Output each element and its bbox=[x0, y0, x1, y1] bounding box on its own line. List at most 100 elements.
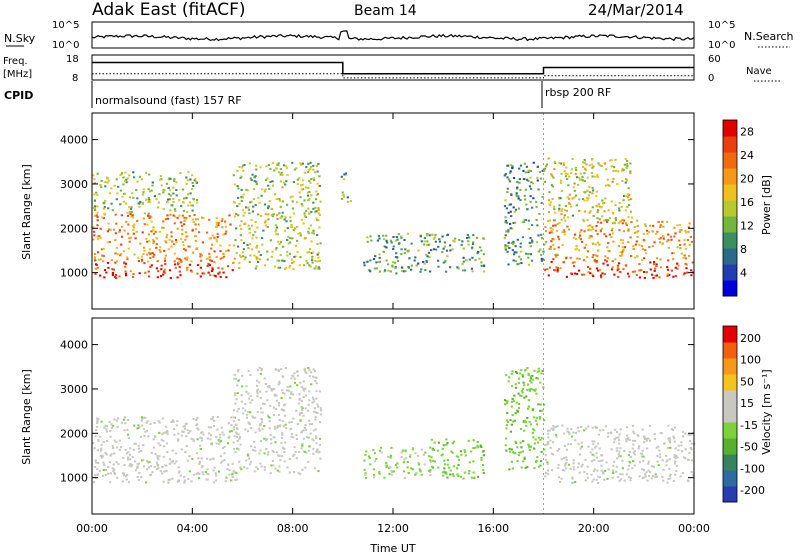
heatmap-cell bbox=[586, 465, 589, 468]
heatmap-cell bbox=[125, 220, 128, 223]
heatmap-cell bbox=[591, 453, 594, 456]
heatmap-cell bbox=[156, 276, 159, 279]
heatmap-cell bbox=[625, 167, 628, 170]
heatmap-cell bbox=[302, 389, 305, 392]
heatmap-cell bbox=[462, 269, 465, 272]
heatmap-cell bbox=[515, 193, 518, 196]
heatmap-cell bbox=[550, 427, 553, 430]
nave-label: Nave bbox=[746, 66, 772, 77]
heatmap-cell bbox=[122, 183, 125, 186]
heatmap-cell bbox=[527, 228, 530, 230]
heatmap-cell bbox=[511, 467, 514, 470]
heatmap-cell bbox=[164, 272, 167, 274]
heatmap-cell bbox=[146, 420, 149, 423]
heatmap-cell bbox=[316, 170, 319, 173]
heatmap-cell bbox=[268, 187, 271, 190]
heatmap-cell bbox=[138, 471, 141, 474]
heatmap-cell bbox=[98, 258, 101, 261]
freq-label-line1: Freq. bbox=[3, 56, 28, 67]
heatmap-cell bbox=[222, 252, 225, 255]
heatmap-cell bbox=[127, 419, 130, 421]
heatmap-cell bbox=[316, 243, 319, 245]
heatmap-cell bbox=[317, 219, 320, 222]
heatmap-cell bbox=[523, 218, 526, 221]
heatmap-cell bbox=[516, 188, 519, 191]
heatmap-cell bbox=[427, 469, 431, 472]
heatmap-cell bbox=[658, 449, 661, 452]
heatmap-cell bbox=[310, 240, 313, 243]
heatmap-cell bbox=[285, 180, 288, 183]
heatmap-cell bbox=[278, 455, 281, 457]
colorbar-tick-label: 50 bbox=[740, 375, 754, 388]
heatmap-cell bbox=[414, 256, 417, 259]
heatmap-cell bbox=[315, 390, 318, 393]
heatmap-cell bbox=[286, 466, 289, 469]
heatmap-cell bbox=[309, 161, 312, 164]
heatmap-cell bbox=[410, 264, 413, 267]
heatmap-cell bbox=[109, 435, 112, 438]
heatmap-cell bbox=[281, 200, 284, 203]
heatmap-cell bbox=[148, 190, 152, 193]
heatmap-cell bbox=[94, 272, 97, 275]
heatmap-cell bbox=[530, 445, 533, 448]
heatmap-cell bbox=[671, 429, 675, 431]
colorbar-segment bbox=[723, 184, 737, 201]
heatmap-cell bbox=[125, 274, 128, 277]
heatmap-cell bbox=[281, 389, 284, 392]
heatmap-cell bbox=[170, 235, 173, 238]
heatmap-cell bbox=[592, 443, 595, 446]
heatmap-cell bbox=[400, 266, 404, 269]
heatmap-cell bbox=[164, 254, 167, 257]
heatmap-cell bbox=[186, 256, 189, 259]
heatmap-cell bbox=[438, 238, 441, 241]
heatmap-cell bbox=[540, 257, 543, 260]
heatmap-cell bbox=[169, 213, 172, 216]
heatmap-cell bbox=[222, 233, 225, 236]
heatmap-cell bbox=[108, 228, 111, 231]
heatmap-cell bbox=[315, 198, 318, 201]
heatmap-cell bbox=[574, 439, 577, 442]
heatmap-cell bbox=[599, 274, 603, 277]
heatmap-cell bbox=[271, 162, 274, 165]
heatmap-cell bbox=[130, 211, 133, 214]
heatmap-cell bbox=[544, 230, 548, 233]
heatmap-cell bbox=[544, 444, 547, 447]
heatmap-cell bbox=[372, 258, 376, 261]
heatmap-cell bbox=[306, 171, 309, 174]
heatmap-cell bbox=[101, 254, 104, 257]
heatmap-cell bbox=[635, 231, 638, 234]
heatmap-cell bbox=[572, 465, 575, 468]
heatmap-cell bbox=[231, 462, 234, 465]
heatmap-cell bbox=[283, 218, 286, 221]
heatmap-cell bbox=[673, 437, 676, 440]
heatmap-cell bbox=[572, 236, 575, 239]
heatmap-cell bbox=[562, 260, 566, 263]
heatmap-cell bbox=[516, 460, 519, 462]
heatmap-cell bbox=[597, 162, 600, 165]
heatmap-cell bbox=[313, 370, 317, 373]
heatmap-cell bbox=[417, 249, 420, 252]
heatmap-cell bbox=[597, 475, 600, 478]
x-tick-label: 08:00 bbox=[277, 522, 309, 535]
heatmap-cell bbox=[471, 256, 474, 259]
heatmap-cell bbox=[413, 259, 416, 262]
heatmap-cell bbox=[675, 469, 678, 472]
heatmap-cell bbox=[258, 429, 261, 432]
heatmap-cell bbox=[540, 436, 543, 439]
heatmap-cell bbox=[679, 247, 682, 250]
noise-panel-frame bbox=[91, 21, 695, 49]
heatmap-cell bbox=[249, 460, 252, 463]
heatmap-cell bbox=[515, 441, 518, 444]
heatmap-cell bbox=[165, 182, 168, 185]
heatmap-cell bbox=[534, 438, 537, 441]
heatmap-cell bbox=[254, 416, 257, 419]
heatmap-cell bbox=[418, 468, 421, 471]
heatmap-cell bbox=[629, 477, 632, 479]
colorbar-tick-label: 15 bbox=[740, 397, 754, 410]
heatmap-cell bbox=[130, 206, 133, 209]
heatmap-cell bbox=[175, 189, 178, 191]
heatmap-cell bbox=[109, 481, 112, 484]
frequency-line bbox=[92, 61, 694, 75]
heatmap-cell bbox=[257, 261, 260, 263]
heatmap-cell bbox=[342, 178, 346, 181]
